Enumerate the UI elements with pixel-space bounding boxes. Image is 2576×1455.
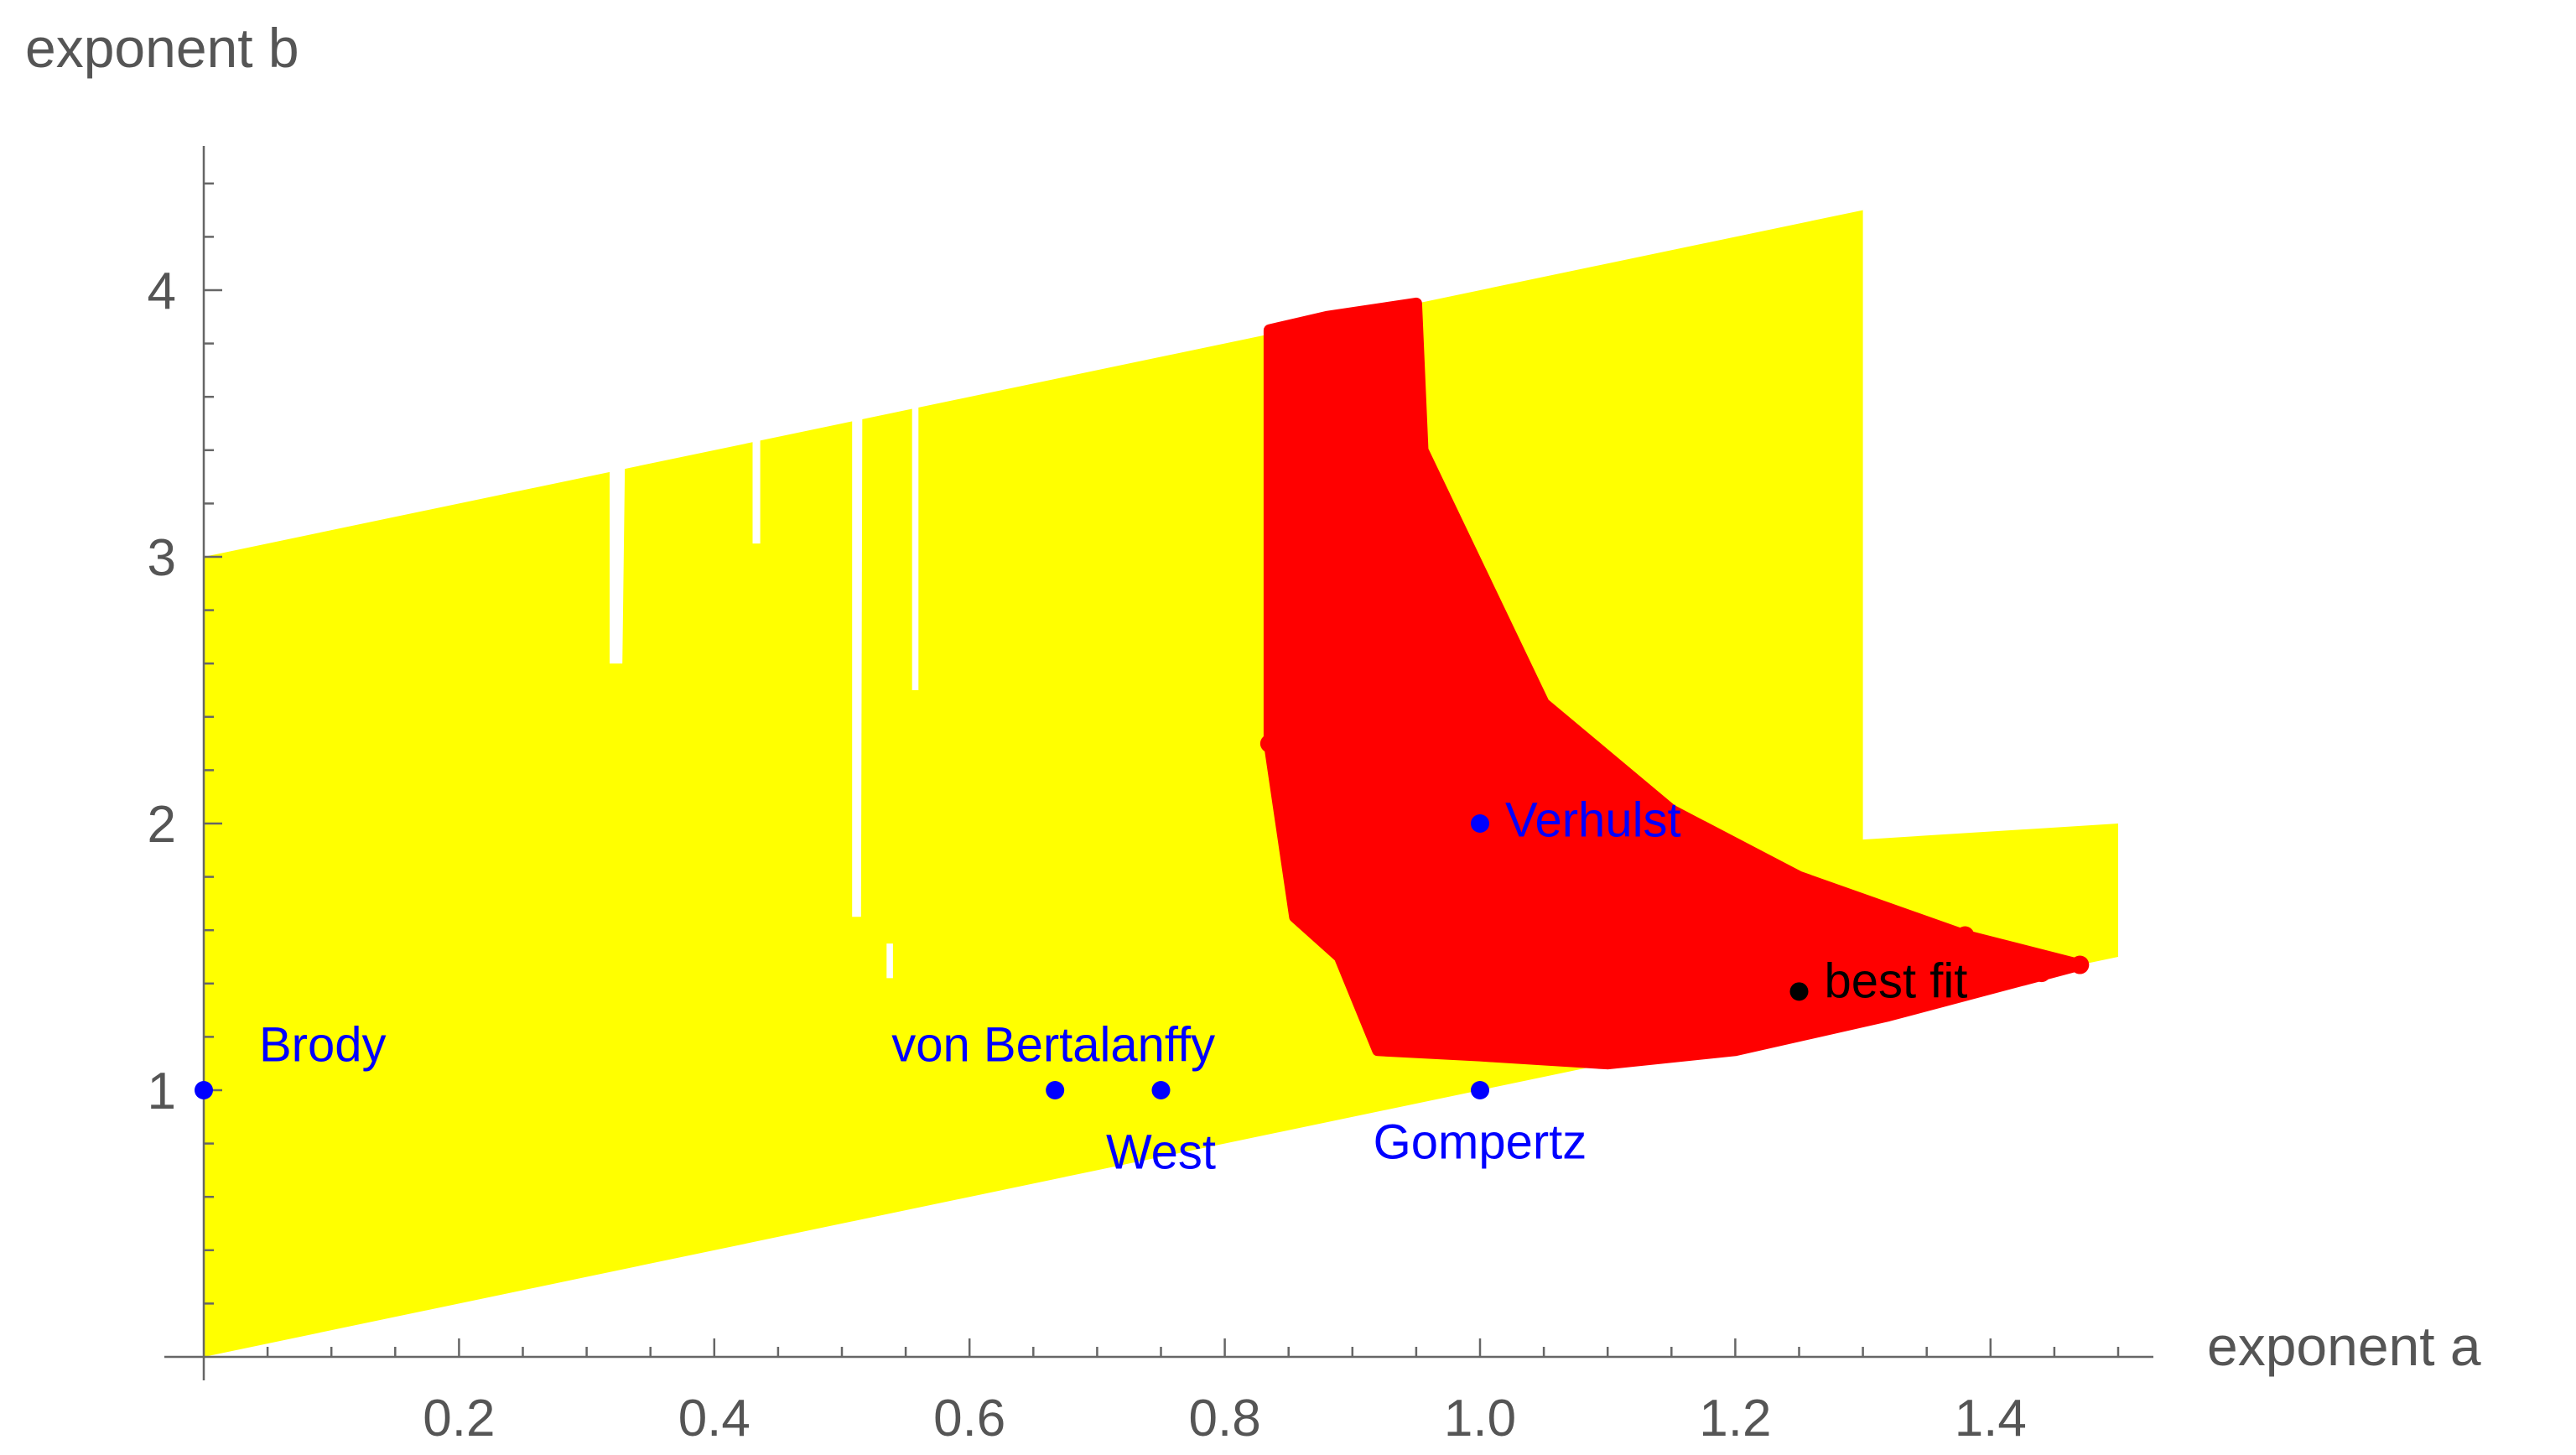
x-tick-label: 0.8 bbox=[1188, 1390, 1260, 1447]
x-tick-label: 0.6 bbox=[933, 1390, 1005, 1447]
good-fit-point bbox=[1726, 1019, 1745, 1038]
model-points: Brody von Bertalanffy West Gompertz Verhulst… bbox=[195, 792, 1967, 1179]
good-fit-point bbox=[1266, 654, 1285, 673]
feasible-region-gap bbox=[610, 455, 626, 664]
brody-label: Brody bbox=[259, 1017, 387, 1072]
y-tick-label: 4 bbox=[148, 262, 176, 320]
feasible-region-gap bbox=[852, 397, 863, 917]
gompertz-point bbox=[1471, 1081, 1489, 1099]
good-fit-point bbox=[1291, 814, 1311, 833]
west-point bbox=[1151, 1081, 1171, 1099]
ticks: 0.2 0.4 0.6 0.8 1.0 1.2 1.4 1 2 3 4 bbox=[148, 182, 2120, 1447]
gompertz-label: Gompertz bbox=[1374, 1115, 1587, 1169]
x-tick-label: 1.4 bbox=[1955, 1390, 2027, 1447]
von-bertalanffy-label: von Bertalanffy bbox=[891, 1017, 1215, 1072]
good-fit-point bbox=[1269, 323, 1288, 342]
good-fit-point bbox=[1471, 1027, 1489, 1047]
verhulst-point bbox=[1471, 814, 1489, 833]
good-fit-point bbox=[2032, 964, 2051, 983]
best-fit-point bbox=[1789, 982, 1809, 1001]
good-fit-point bbox=[1853, 980, 1872, 999]
axes: 0.2 0.4 0.6 0.8 1.0 1.2 1.4 1 2 3 4 bbox=[148, 146, 2153, 1447]
feasible-region-gap bbox=[911, 397, 919, 690]
y-tick-label: 1 bbox=[148, 1063, 176, 1120]
good-fit-point bbox=[1917, 934, 1936, 954]
y-tick-label: 3 bbox=[148, 529, 176, 587]
y-tick-label: 2 bbox=[148, 796, 176, 854]
y-axis-title: exponent b bbox=[25, 17, 299, 79]
x-tick-label: 1.0 bbox=[1444, 1390, 1516, 1447]
good-fit-point bbox=[1764, 1009, 1784, 1028]
good-fit-point bbox=[1802, 993, 1821, 1012]
good-fit-point bbox=[1879, 942, 1898, 961]
x-tick-label: 0.2 bbox=[423, 1390, 495, 1447]
good-fit-point bbox=[2070, 955, 2090, 974]
good-fit-point bbox=[1279, 414, 1298, 433]
feasible-region bbox=[204, 210, 2118, 1358]
good-fit-point bbox=[1700, 1027, 1719, 1047]
von-bertalanffy-point bbox=[1046, 1081, 1065, 1099]
x-axis-title: exponent a bbox=[2207, 1315, 2481, 1377]
best-fit-label: best fit bbox=[1825, 954, 1968, 1009]
west-label: West bbox=[1106, 1125, 1216, 1179]
x-tick-label: 0.4 bbox=[678, 1390, 750, 1447]
good-fit-point bbox=[1662, 1032, 1681, 1052]
feasible-region-fill bbox=[204, 210, 2118, 1358]
good-fit-point bbox=[1259, 734, 1279, 753]
feasible-region-gap bbox=[752, 424, 761, 544]
good-fit-point bbox=[1955, 926, 1975, 945]
brody-point bbox=[195, 1081, 213, 1099]
good-fit-point bbox=[1994, 969, 2013, 988]
good-fit-region bbox=[1259, 297, 2090, 1070]
good-fit-point bbox=[1343, 819, 1362, 839]
verhulst-label: Verhulst bbox=[1505, 792, 1681, 847]
x-tick-label: 1.2 bbox=[1699, 1390, 1771, 1447]
feasible-region-gap bbox=[886, 943, 893, 979]
good-fit-point bbox=[1598, 1046, 1618, 1065]
